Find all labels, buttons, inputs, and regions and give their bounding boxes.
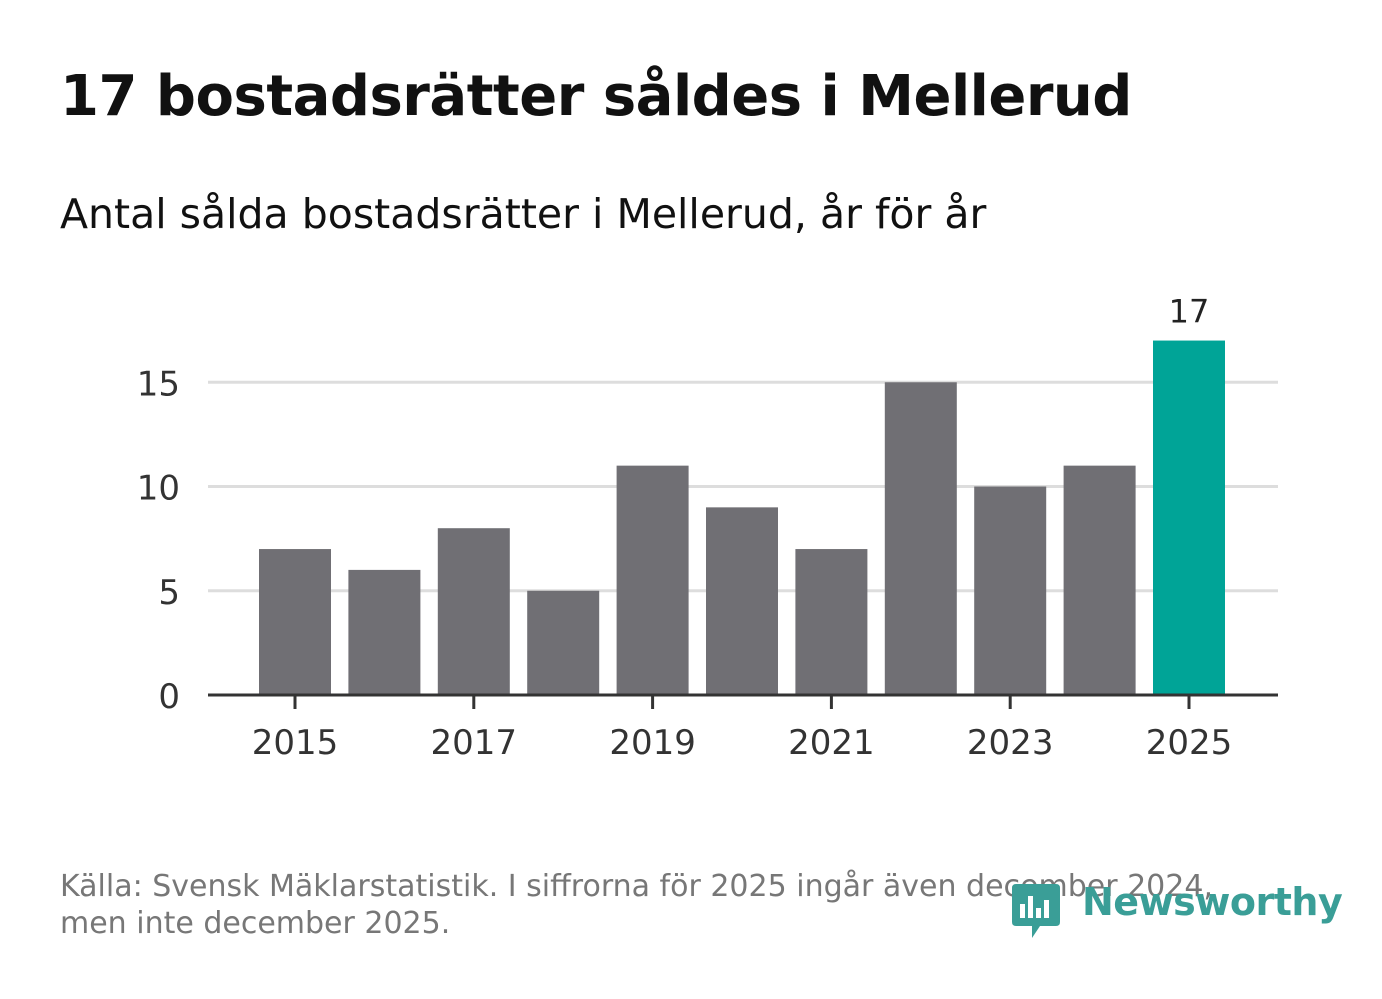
x-tick-label-2025: 2025: [1146, 723, 1233, 763]
chart-title: 17 bostadsrätter såldes i Mellerud: [60, 64, 1132, 129]
labels: 0 5 10 15 17 2015 2017 2019 2021 2023 2025: [137, 293, 1233, 763]
y-tick-label-15: 15: [137, 364, 180, 404]
bar-2017: [437, 528, 510, 695]
bars: [259, 340, 1225, 695]
bar-2021: [795, 549, 868, 695]
bar-2022: [884, 382, 957, 695]
axes: [208, 693, 1278, 709]
chart-subtitle: Antal sålda bostadsrätter i Mellerud, år…: [60, 190, 987, 238]
bar-2023: [974, 486, 1047, 695]
y-tick-label-5: 5: [158, 573, 180, 613]
y-tick-label-10: 10: [137, 469, 180, 509]
x-tick-label-2021: 2021: [788, 723, 875, 763]
x-tick-label-2015: 2015: [252, 723, 339, 763]
newsworthy-logo: Newsworthy: [1010, 878, 1343, 948]
x-tick-label-2023: 2023: [967, 723, 1054, 763]
bar-2020: [706, 507, 778, 695]
x-tick-label-2017: 2017: [431, 723, 518, 763]
newsworthy-logo-text: Newsworthy: [1082, 880, 1343, 924]
newsworthy-logo-icon: [1012, 884, 1060, 938]
bar-2025: [1153, 340, 1225, 695]
data-label-2025: 17: [1169, 293, 1210, 331]
bar-2018: [527, 590, 600, 695]
bar-2015: [259, 549, 331, 695]
bar-2024: [1063, 465, 1136, 695]
bar-2016: [348, 569, 421, 695]
bar-2019: [616, 465, 689, 695]
source-note-line-2: men inte december 2025.: [60, 906, 451, 941]
y-tick-label-0: 0: [158, 677, 180, 717]
x-tick-label-2019: 2019: [609, 723, 696, 763]
